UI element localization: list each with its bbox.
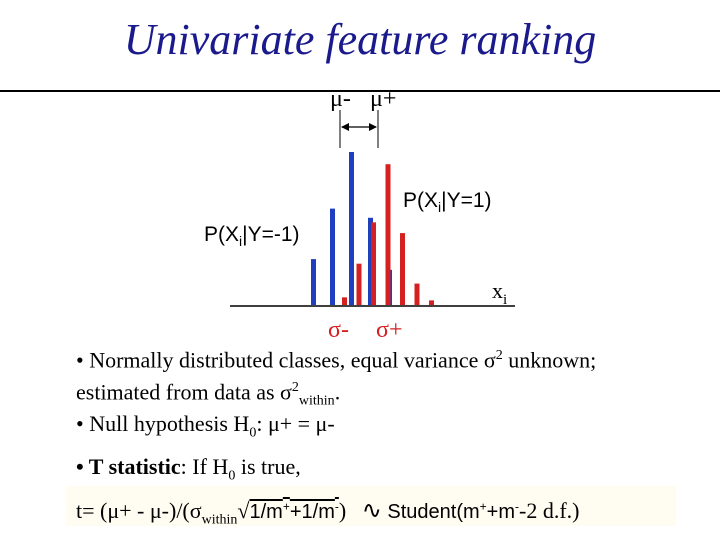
negative-class-bar <box>368 217 373 305</box>
mean-gap-arrowhead-left <box>341 123 349 131</box>
positive-class-bar <box>400 233 405 305</box>
positive-class-bar <box>371 222 376 305</box>
bullet-null-hypothesis: • Null hypothesis H0: μ+ = μ- <box>76 411 335 441</box>
positive-class-bar <box>342 297 347 305</box>
t-statistic-formula: t= (μ+ - μ-)/(σwithin√1/m++1/m-) ∿ Stude… <box>76 498 580 528</box>
mu-minus-label: μ- <box>330 86 351 112</box>
mean-gap-arrowhead-right <box>369 123 377 131</box>
positive-class-bar <box>385 164 391 305</box>
negative-class-distribution-label: P(Xi|Y=-1) <box>204 223 300 249</box>
mu-plus-label: μ+ <box>370 86 396 112</box>
bullet-t-statistic: • T statistic: If H0 is true, <box>76 454 301 484</box>
title-divider <box>0 90 720 92</box>
formula-background <box>66 486 676 526</box>
distributed-as-icon: ∿ <box>361 498 382 524</box>
x-axis-label: xi <box>492 278 507 308</box>
negative-class-bar <box>311 259 316 305</box>
negative-class-bar <box>330 208 335 305</box>
positive-class-distribution-label: P(Xi|Y=1) <box>403 189 492 215</box>
positive-class-bar <box>356 263 362 305</box>
slide-title: Univariate feature ranking <box>123 15 597 64</box>
class-distribution-figure: μ- μ+ P(Xi|Y=1) P(Xi|Y=-1) xi σ- σ+ <box>204 86 515 340</box>
positive-class-bar <box>429 300 434 305</box>
sigma-plus-label: σ+ <box>376 317 402 340</box>
negative-class-bar <box>349 152 354 305</box>
sigma-minus-label: σ- <box>328 317 349 340</box>
bullet-normal-distribution: • Normally distributed classes, equal va… <box>76 347 597 410</box>
histogram-bars <box>311 152 434 305</box>
positive-class-bar <box>414 283 420 305</box>
